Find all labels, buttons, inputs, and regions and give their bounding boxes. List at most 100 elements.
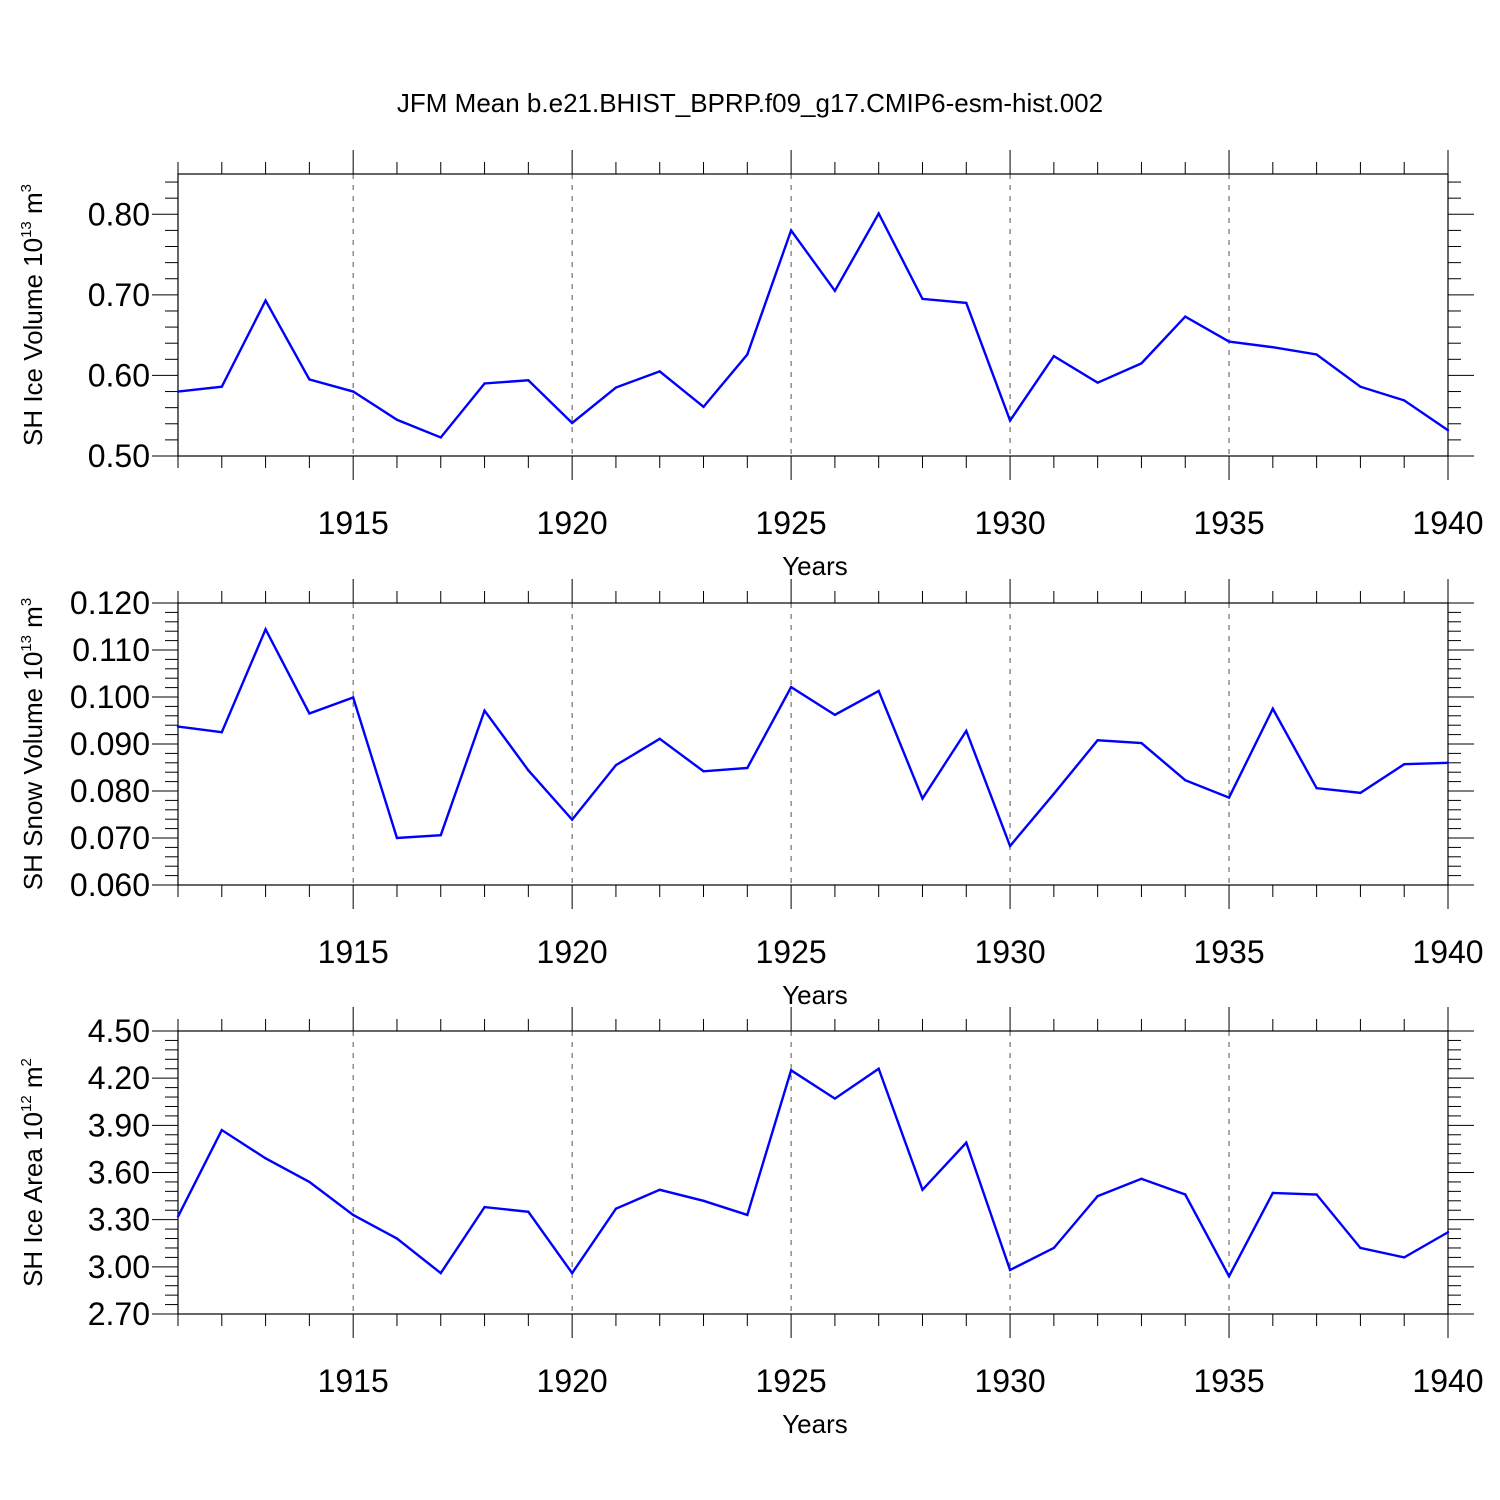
data-point-1924 (746, 766, 749, 770)
y-tick-label-2-7: 2.70 (88, 1296, 150, 1332)
y-axis-label-text: SH Snow Volume 10 (18, 652, 48, 890)
data-point-1920 (570, 421, 574, 425)
data-point-1940 (1446, 429, 1450, 432)
x-tick-label-1925: 1925 (756, 505, 827, 541)
data-point-1915 (351, 1213, 355, 1217)
data-point-1923 (702, 405, 705, 409)
y-axis-label-unit: m (18, 606, 48, 635)
data-point-1920 (570, 1271, 574, 1275)
x-tick-label-1920: 1920 (537, 505, 608, 541)
data-point-1921 (614, 386, 618, 389)
data-point-1930 (1008, 1268, 1012, 1272)
x-tick-label-1935: 1935 (1193, 934, 1264, 970)
y-tick-label-0-1: 0.100 (70, 679, 150, 715)
data-point-1930 (1008, 844, 1012, 848)
data-point-1939 (1403, 763, 1406, 766)
data-point-1939 (1403, 1256, 1406, 1259)
y-tick-label-0-07: 0.070 (70, 820, 150, 856)
data-point-1918 (483, 709, 486, 712)
data-point-1918 (483, 382, 486, 385)
y-axis-label-unit-exponent: 3 (18, 598, 35, 606)
plot-frame (177, 173, 1449, 457)
data-point-1914 (308, 378, 311, 381)
y-tick-label-3: 3.00 (88, 1249, 150, 1285)
data-point-1927 (877, 1067, 880, 1070)
data-point-1931 (1052, 1246, 1056, 1250)
y-tick-label-3-3: 3.30 (88, 1202, 150, 1238)
data-point-1925 (789, 685, 793, 689)
data-point-1923 (702, 1199, 705, 1203)
x-axis-label: Years (782, 551, 848, 581)
y-axis-label-text: SH Ice Volume 10 (18, 238, 48, 446)
y-axis-label: SH Ice Volume 1013 m3 (18, 184, 48, 446)
series-line (176, 1066, 1449, 1279)
data-point-1928 (921, 1188, 924, 1191)
data-point-1928 (921, 797, 924, 800)
data-point-1922 (658, 370, 661, 373)
data-point-1913 (264, 1157, 267, 1160)
panel-2: 0.060 0.070 0.080 0.090 0.100 0.110 0.120 1915 1… (18, 579, 1484, 1010)
x-tick-label-1915: 1915 (318, 505, 389, 541)
data-point-1917 (439, 833, 442, 837)
data-point-1924 (746, 1213, 749, 1217)
data-point-1934 (1184, 315, 1187, 318)
x-tick-label-1930: 1930 (974, 1363, 1045, 1399)
x-tick-label-1935: 1935 (1193, 505, 1264, 541)
data-point-1928 (921, 297, 924, 301)
data-point-1919 (527, 379, 530, 382)
data-point-1931 (1052, 792, 1056, 796)
data-point-1927 (877, 689, 880, 693)
data-point-1917 (439, 1271, 442, 1275)
data-point-1925 (789, 1069, 793, 1072)
data-point-1933 (1140, 362, 1143, 365)
data-point-1934 (1184, 778, 1187, 782)
data-point-1940 (1446, 761, 1450, 764)
data-point-1938 (1359, 791, 1362, 795)
y-tick-label-4-2: 4.20 (88, 1060, 150, 1096)
data-point-1926 (833, 1097, 837, 1100)
data-point-1921 (614, 763, 618, 767)
y-axis-label-exponent: 12 (18, 1095, 35, 1112)
data-point-1932 (1096, 739, 1099, 742)
data-point-1938 (1359, 385, 1362, 388)
data-point-1927 (877, 212, 880, 215)
y-axis-label-unit-exponent: 3 (18, 184, 35, 192)
data-point-1911 (176, 1215, 180, 1218)
data-point-1933 (1140, 741, 1143, 745)
x-tick-label-1940: 1940 (1412, 934, 1483, 970)
data-point-1924 (746, 353, 749, 356)
data-point-1935 (1227, 340, 1231, 343)
data-point-1932 (1096, 1194, 1099, 1198)
data-point-1937 (1315, 786, 1318, 790)
data-point-1912 (220, 731, 223, 734)
x-tick-label-1930: 1930 (974, 505, 1045, 541)
data-point-1917 (439, 436, 442, 439)
data-point-1929 (965, 301, 968, 305)
data-point-1919 (527, 769, 530, 772)
data-point-1918 (483, 1205, 486, 1209)
x-tick-label-1940: 1940 (1412, 505, 1483, 541)
y-tick-label-0-09: 0.090 (70, 726, 150, 762)
y-axis-label-exponent: 13 (18, 221, 35, 238)
data-point-1916 (395, 1237, 399, 1240)
y-tick-label-0-6: 0.60 (88, 357, 150, 393)
data-point-1935 (1227, 796, 1231, 799)
data-point-1916 (395, 418, 399, 421)
y-tick-label-3-9: 3.90 (88, 1107, 150, 1143)
x-tick-label-1935: 1935 (1193, 1363, 1264, 1399)
data-point-1914 (308, 1180, 311, 1184)
data-point-1925 (789, 229, 793, 232)
data-point-1919 (527, 1210, 530, 1214)
x-axis-label: Years (782, 1409, 848, 1439)
data-point-1913 (264, 299, 267, 302)
y-axis-label: SH Ice Area 1012 m2 (18, 1058, 48, 1287)
data-point-1912 (220, 385, 223, 388)
y-tick-label-0-12: 0.120 (70, 585, 150, 621)
x-tick-label-1925: 1925 (756, 1363, 827, 1399)
x-tick-label-1925: 1925 (756, 934, 827, 970)
y-axis-label-text: SH Ice Area 10 (18, 1112, 48, 1287)
series-line (177, 210, 1449, 439)
y-axis-label-unit: m (18, 192, 48, 221)
data-point-1939 (1403, 399, 1406, 402)
